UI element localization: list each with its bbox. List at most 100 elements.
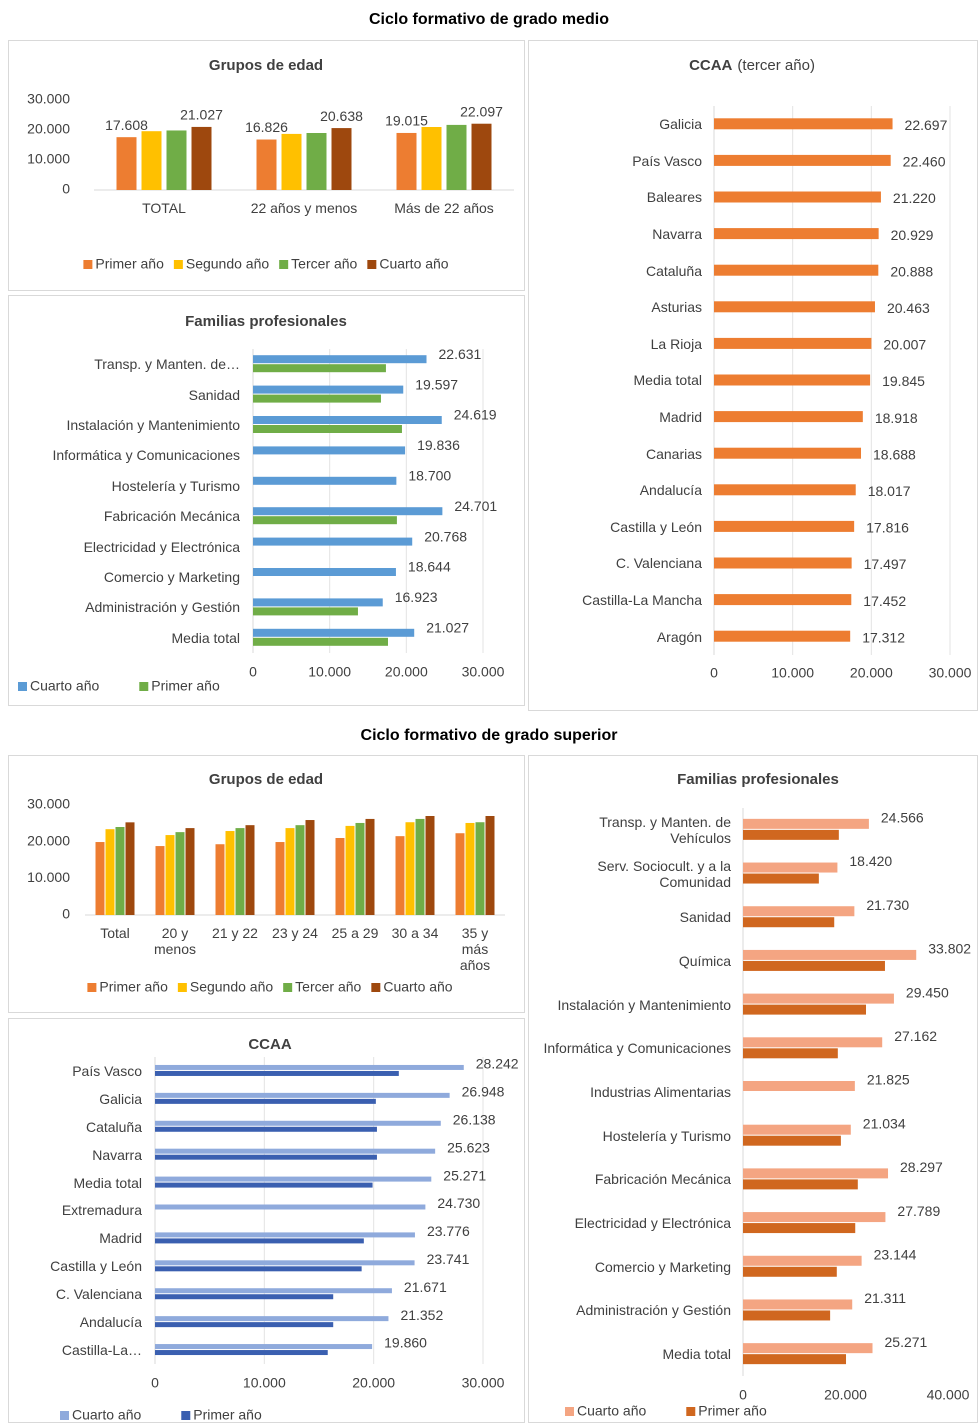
x-tick-label: 10.000 <box>308 664 351 680</box>
bar <box>395 836 405 915</box>
y-tick-label-box: C. Valenciana <box>616 556 702 572</box>
x-tick-label: 10.000 <box>771 665 814 681</box>
y-tick-label-box: Aragón <box>656 628 702 645</box>
legend-swatch <box>367 260 377 269</box>
section-heading: Ciclo formativo de grado superior <box>361 727 618 744</box>
x-tick-label-box: 20 y menos <box>154 925 196 957</box>
data-label: 24.730 <box>437 1195 480 1211</box>
bar <box>155 1092 450 1098</box>
y-tick-label: País Vasco <box>72 1062 142 1079</box>
data-label: 20.007 <box>883 337 926 353</box>
y-tick-label: Instalación y Mantenimiento <box>557 996 731 1013</box>
legend-swatch <box>60 1411 69 1420</box>
y-tick-label: Madrid <box>99 1230 142 1247</box>
y-tick-label: Andalucía <box>79 1314 142 1331</box>
data-label: 23.776 <box>427 1223 470 1239</box>
data-label: 25.271 <box>885 1334 928 1350</box>
x-tick-label: 22 años y menos <box>250 200 358 216</box>
data-label: 17.497 <box>864 556 907 572</box>
bar <box>191 126 212 190</box>
data-label: 18.918 <box>875 410 918 426</box>
bar <box>253 446 406 455</box>
legend-label: Primer año <box>151 678 220 694</box>
y-tick-label-box: Electricidad y Electrónica <box>84 539 240 555</box>
y-tick-label: Galicia <box>99 1090 142 1107</box>
bar <box>155 1182 373 1188</box>
legend: Primer año Segundo año Tercer año Cuarto añ… <box>83 256 449 272</box>
y-tick-label: 20.000 <box>27 832 70 848</box>
bar <box>714 520 855 532</box>
data-label: 24.701 <box>454 498 497 514</box>
bar <box>253 394 381 403</box>
y-tick-label: Castilla y León <box>610 518 702 535</box>
x-tick-label-box: TOTAL <box>142 200 186 216</box>
bar <box>743 1081 855 1091</box>
bar <box>253 385 404 394</box>
bar <box>253 607 358 616</box>
bar <box>155 846 165 915</box>
bar <box>253 476 397 485</box>
y-tick-label: Cataluña <box>645 262 702 279</box>
data-label: 28.297 <box>900 1159 943 1175</box>
bar <box>105 829 115 915</box>
bar <box>155 1260 415 1266</box>
bar <box>425 816 435 915</box>
y-tick-label-box: Navarra <box>652 226 702 242</box>
x-tick-label: 0 <box>739 1387 747 1403</box>
y-tick-label: 10.000 <box>27 151 70 167</box>
legend-label: Primer año <box>99 979 168 995</box>
chart-title-text: CCAA <box>689 57 732 74</box>
bar <box>396 132 417 190</box>
data-label: 16.826 <box>245 119 288 135</box>
y-tick-label-box: Media total <box>172 630 240 646</box>
legend: Cuarto año Primer año <box>18 678 220 694</box>
legend-swatch <box>18 682 27 691</box>
y-tick-label-box: C. Valenciana <box>56 1286 142 1302</box>
y-tick-label: Fabricación Mecánica <box>103 508 240 525</box>
y-tick-label: 20.000 <box>27 121 70 137</box>
y-tick-label-box: Navarra <box>92 1147 142 1163</box>
x-tick-label: 0 <box>249 664 257 680</box>
data-label: 18.017 <box>868 483 911 499</box>
bar <box>743 818 869 829</box>
x-tick-label-box: 30 a 34 <box>392 925 439 941</box>
y-tick-label-box: Química <box>679 953 731 969</box>
y-tick-label-box: Informática y Comunicaciones <box>52 447 240 463</box>
y-tick-label: Madrid <box>659 409 702 426</box>
legend-label: Cuarto año <box>577 1403 646 1419</box>
chart-title: Grupos de edad <box>209 57 323 74</box>
legend-swatch <box>83 260 93 269</box>
y-tick-label: Industrias Alimentarias <box>590 1083 731 1100</box>
bar <box>253 628 415 637</box>
y-tick-label: 10.000 <box>27 869 70 885</box>
y-tick-label-box: Media total <box>634 373 702 389</box>
data-label: 18.700 <box>408 468 451 484</box>
y-tick-label-box: Hostelería y Turismo <box>112 478 240 494</box>
y-tick-label: Administración y Gestión <box>85 599 240 616</box>
data-label: 29.450 <box>906 984 949 1000</box>
data-label: 19.845 <box>882 373 925 389</box>
legend-label: Cuarto año <box>379 256 448 272</box>
bar <box>155 1266 362 1272</box>
x-tick-label: 30.000 <box>462 1375 505 1391</box>
x-tick-label: 23 y 24 <box>272 925 318 941</box>
bar <box>225 831 235 915</box>
chart-title-text: CCAA <box>248 1036 291 1053</box>
data-label: 26.948 <box>462 1084 505 1100</box>
bar <box>125 822 135 915</box>
y-tick-label: Transp. y Manten. de Vehículos <box>599 813 731 846</box>
bar <box>155 1316 389 1322</box>
legend: Cuarto año Primer año <box>565 1403 767 1419</box>
bar <box>714 411 863 423</box>
y-tick-label: 30.000 <box>27 91 70 107</box>
legend-swatch <box>686 1407 696 1416</box>
y-tick-label-box: Transp. y Manten. de Vehículos <box>599 813 731 846</box>
bar <box>743 949 917 960</box>
bar <box>155 1232 415 1238</box>
y-tick-label: Aragón <box>656 628 702 645</box>
y-tick-label: La Rioja <box>650 335 702 352</box>
bar <box>743 1179 858 1190</box>
data-label: 25.271 <box>443 1167 486 1183</box>
bar <box>714 301 875 313</box>
